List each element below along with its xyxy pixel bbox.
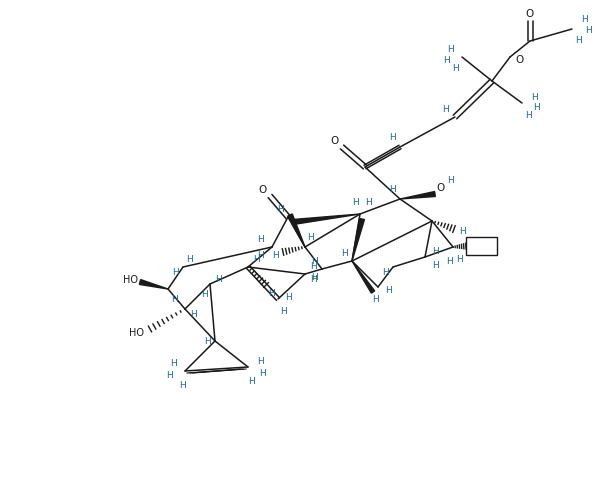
Text: H: H: [446, 257, 452, 266]
Text: H: H: [259, 369, 266, 378]
Text: H: H: [351, 198, 358, 207]
Text: AcO: AcO: [472, 242, 490, 251]
FancyBboxPatch shape: [465, 237, 496, 255]
Text: H: H: [172, 268, 178, 277]
Text: H: H: [442, 105, 448, 114]
Text: H: H: [389, 133, 395, 142]
Text: H: H: [456, 255, 462, 264]
Text: H: H: [385, 286, 392, 295]
Text: H: H: [371, 295, 378, 304]
Text: H: H: [256, 357, 263, 366]
Text: H: H: [178, 381, 185, 390]
Text: H: H: [452, 64, 459, 73]
Text: H: H: [186, 255, 192, 264]
Text: O: O: [258, 184, 266, 195]
Text: H: H: [256, 251, 263, 260]
Text: H: H: [311, 257, 317, 266]
Text: H: H: [580, 16, 587, 24]
Text: H: H: [585, 26, 591, 36]
Text: H: H: [256, 235, 263, 244]
Text: H: H: [340, 249, 347, 258]
Text: H: H: [214, 275, 222, 284]
Text: H: H: [432, 261, 438, 270]
Text: H: H: [446, 176, 453, 185]
Text: H: H: [203, 337, 210, 346]
Text: H: H: [284, 293, 291, 302]
Text: H: H: [276, 205, 283, 214]
Text: H: H: [253, 255, 259, 264]
Text: H: H: [248, 377, 255, 386]
Text: H: H: [200, 290, 208, 299]
Polygon shape: [400, 192, 435, 200]
Text: O: O: [436, 183, 444, 193]
Text: H: H: [365, 198, 371, 207]
Text: HO: HO: [128, 327, 144, 337]
Polygon shape: [352, 219, 364, 262]
Polygon shape: [139, 280, 168, 289]
Text: H: H: [576, 37, 582, 45]
Text: H: H: [446, 45, 453, 54]
Polygon shape: [287, 215, 305, 247]
Text: H: H: [524, 111, 532, 120]
Text: H: H: [306, 233, 314, 242]
Text: O: O: [330, 136, 338, 146]
Text: HO: HO: [122, 274, 138, 285]
Polygon shape: [293, 215, 360, 225]
Text: H: H: [530, 93, 537, 102]
Text: H: H: [533, 103, 540, 112]
Text: H: H: [171, 295, 177, 304]
Text: O: O: [516, 55, 524, 65]
Text: H: H: [389, 185, 395, 194]
Text: H: H: [309, 275, 316, 284]
Text: H: H: [166, 371, 172, 380]
Polygon shape: [352, 262, 375, 293]
Text: H: H: [459, 227, 465, 236]
Text: H: H: [170, 359, 177, 368]
Text: H: H: [267, 289, 275, 298]
Text: H: H: [280, 307, 286, 316]
Text: O: O: [526, 9, 534, 19]
Text: H: H: [311, 273, 317, 282]
Text: H: H: [309, 262, 316, 271]
Text: H: H: [432, 247, 438, 256]
Text: H: H: [443, 57, 449, 65]
Text: H: H: [272, 251, 278, 260]
Text: H: H: [382, 268, 389, 277]
Text: H: H: [189, 310, 196, 319]
